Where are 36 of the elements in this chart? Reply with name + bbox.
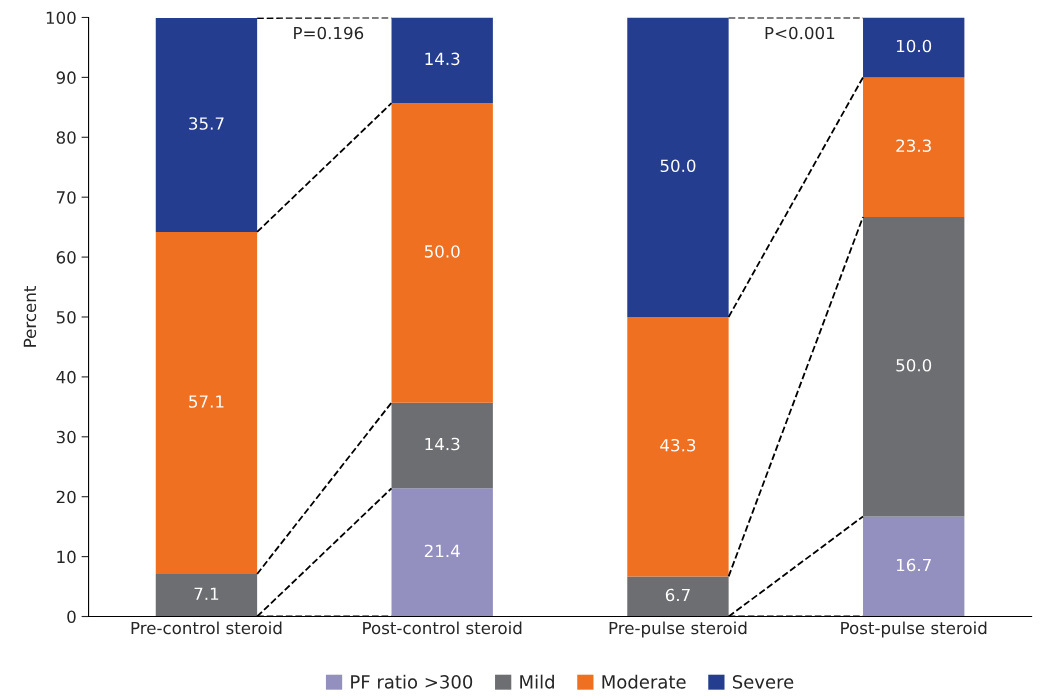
y-tick-label: 50	[56, 310, 76, 324]
data-label: 14.3	[425, 437, 460, 451]
data-label: 50.0	[896, 358, 932, 372]
data-label: 14.3	[425, 52, 460, 66]
data-label: 10.0	[896, 39, 932, 53]
annotation: P=0.196	[294, 26, 364, 40]
annotation: P<0.001	[765, 26, 835, 40]
y-tick-label: 20	[56, 490, 76, 504]
data-label: 16.7	[896, 558, 931, 572]
legend-label: Severe	[732, 675, 794, 689]
y-tick-label: 90	[56, 71, 76, 84]
y-tick-label: 10	[57, 550, 76, 564]
data-label: 50.0	[424, 245, 460, 258]
x-tick-label: Post-pulse steroid	[841, 621, 987, 638]
y-tick-label: 70	[56, 191, 76, 204]
data-label: 43.3	[660, 438, 696, 452]
legend-label: Mild	[520, 674, 554, 689]
x-tick-label: Post-control steroid	[363, 621, 522, 635]
y-tick-label: 100	[46, 11, 76, 25]
data-label: 57.1	[189, 395, 224, 408]
y-tick-label: 0	[67, 610, 76, 624]
data-label: 6.7	[665, 588, 690, 602]
data-label: 35.7	[189, 117, 224, 130]
y-tick-label: 60	[56, 251, 76, 264]
x-tick-label: Pre-pulse steroid	[609, 621, 747, 638]
data-label: 50.0	[660, 159, 696, 173]
y-tick-label: 80	[56, 131, 76, 144]
x-tick-label: Pre-control steroid	[131, 621, 282, 635]
data-label: 7.1	[194, 587, 219, 600]
legend-label: Moderate	[602, 674, 686, 689]
y-tick-label: 40	[56, 370, 76, 384]
data-label: 23.3	[896, 139, 931, 152]
y-axis-title: Percent	[23, 286, 37, 347]
y-tick-label: 30	[56, 430, 76, 444]
legend-label: PF ratio >300	[351, 674, 473, 689]
data-label: 21.4	[424, 544, 460, 558]
